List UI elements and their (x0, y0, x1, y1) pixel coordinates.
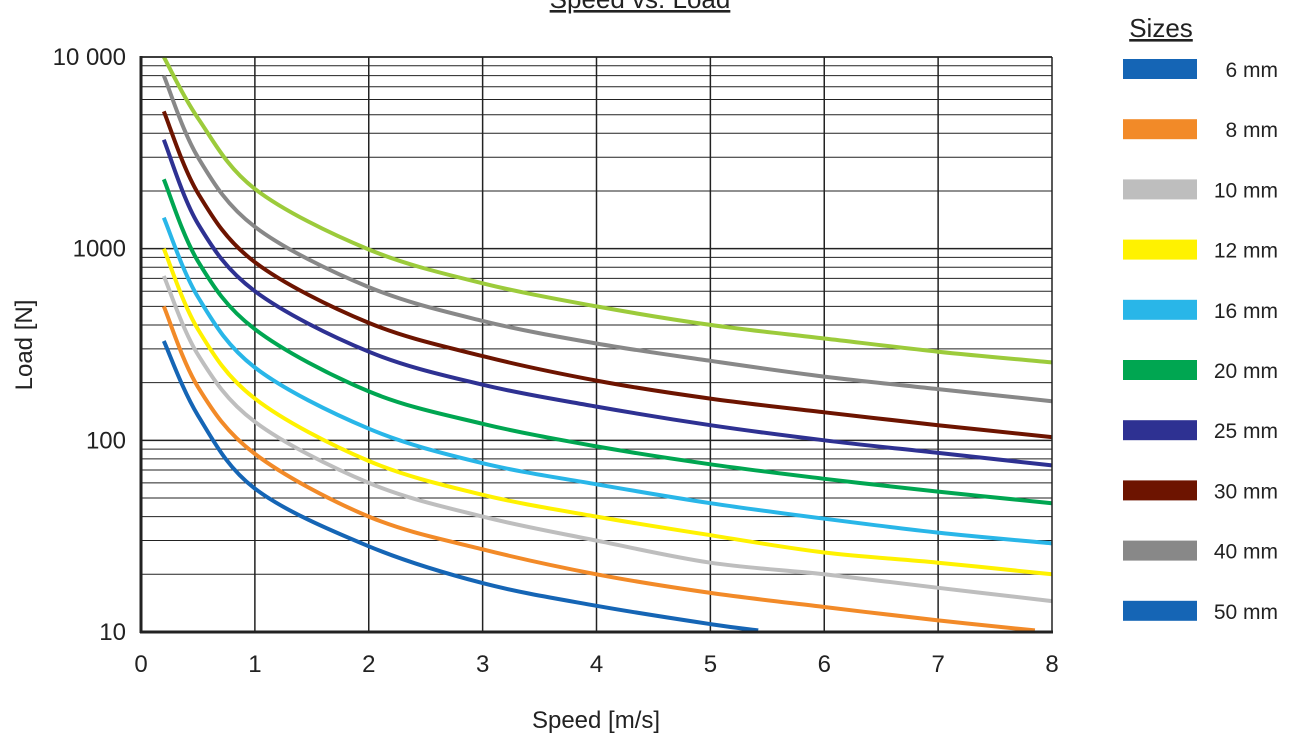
legend-swatch (1123, 360, 1197, 380)
legend-swatch (1123, 480, 1197, 501)
series-line-1 (161, 340, 759, 633)
y-tick-label: 1000 (73, 236, 126, 263)
axes (139, 56, 1053, 634)
x-tick-label: 7 (931, 651, 944, 678)
legend: 6 mm 8 mm 10 mm 12 mm 16 mm 20 mm 25 mm 30 mm 40… (1123, 59, 1278, 624)
series-line-7 (161, 139, 1053, 468)
series-line-2 (161, 305, 1036, 633)
legend-label: 10 mm (1214, 179, 1278, 202)
legend-swatch (1123, 239, 1197, 260)
legend-swatch (1123, 119, 1197, 140)
legend-swatch (1123, 59, 1197, 79)
series-line-10 (162, 56, 1053, 365)
x-tick-labels: 0 1 2 3 4 5 6 7 8 (134, 651, 1058, 678)
y-tick-label: 10 (99, 619, 126, 646)
series-line-8 (161, 110, 1053, 440)
y-tick-label: 10 000 (53, 44, 126, 71)
legend-title: Sizes (1129, 13, 1193, 43)
chart-title: Speed vs. Load (550, 0, 731, 14)
legend-swatch (1123, 420, 1197, 441)
legend-label: 50 mm (1214, 601, 1278, 624)
series-line-3 (161, 275, 1053, 604)
y-tick-labels: 10 100 1000 10 000 (53, 44, 126, 646)
x-tick-label: 3 (476, 651, 489, 678)
series-line-9 (161, 74, 1053, 404)
y-tick-label: 100 (86, 427, 126, 454)
series-lines (161, 56, 1053, 633)
series-line-4 (161, 247, 1053, 577)
x-tick-label: 1 (248, 651, 261, 678)
y-axis-title: Load [N] (11, 300, 38, 391)
x-tick-label: 5 (704, 651, 717, 678)
series-line-5 (161, 216, 1053, 546)
legend-swatch (1123, 540, 1197, 561)
legend-label: 40 mm (1214, 541, 1278, 564)
legend-swatch (1123, 299, 1197, 320)
legend-label: 6 mm (1226, 59, 1279, 82)
series-line-6 (161, 178, 1053, 506)
x-tick-label: 4 (590, 651, 603, 678)
legend-label: 30 mm (1214, 480, 1278, 503)
legend-label: 20 mm (1214, 360, 1278, 383)
legend-swatch (1123, 600, 1197, 621)
legend-swatch (1123, 179, 1197, 200)
x-tick-label: 8 (1045, 651, 1058, 678)
legend-label: 25 mm (1214, 420, 1278, 443)
legend-label: 8 mm (1226, 119, 1279, 142)
x-tick-label: 0 (134, 651, 147, 678)
legend-label: 16 mm (1214, 300, 1278, 323)
x-tick-label: 2 (362, 651, 375, 678)
x-axis-title: Speed [m/s] (532, 707, 660, 734)
legend-label: 12 mm (1214, 240, 1278, 263)
x-tick-label: 6 (818, 651, 831, 678)
